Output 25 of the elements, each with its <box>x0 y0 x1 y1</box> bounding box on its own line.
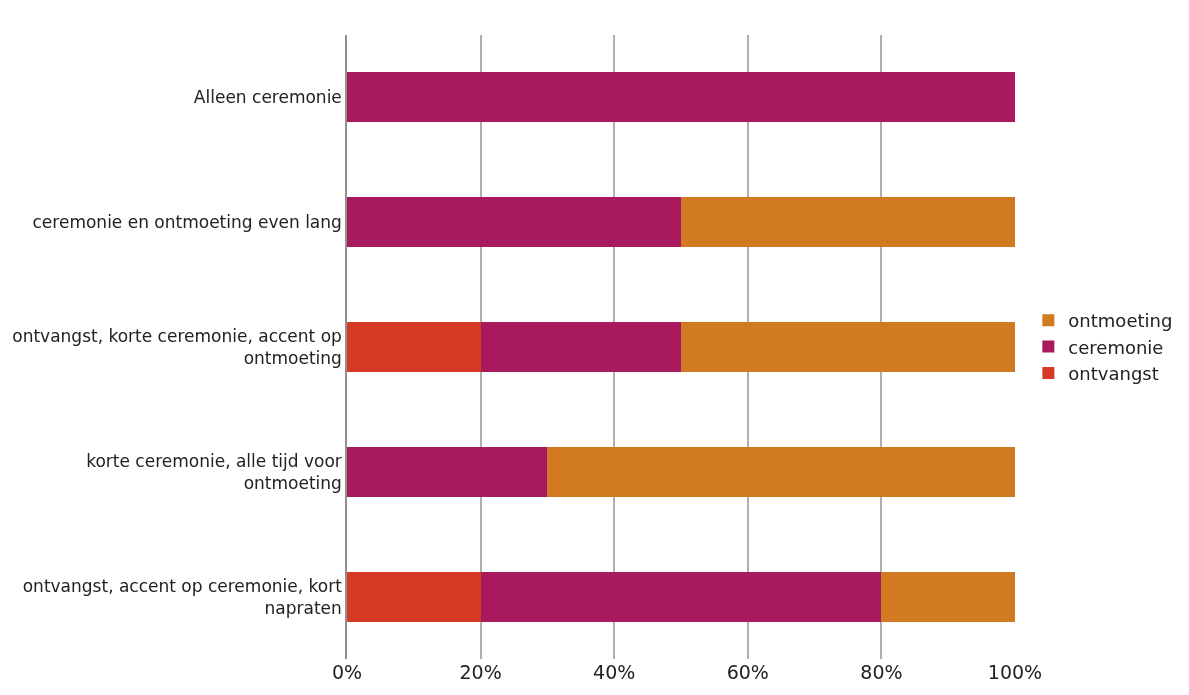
bar <box>347 72 1015 123</box>
legend-label: ceremonie <box>1068 336 1164 358</box>
x-tick-label: 100% <box>987 661 1043 683</box>
bar <box>347 571 481 622</box>
bar <box>547 446 1015 497</box>
bar <box>480 322 681 372</box>
x-tick-label: 60% <box>726 661 769 683</box>
bar <box>347 446 548 497</box>
legend-label: ontmoeting <box>1068 310 1173 332</box>
y-tick-label: ontvangst, korte ceremonie, accent op ontmoeting <box>12 325 342 368</box>
bar <box>347 322 481 372</box>
bar <box>347 197 681 248</box>
x-tick-label: 40% <box>593 661 636 683</box>
y-tick-label: ceremonie en ontmoeting even lang <box>32 212 342 233</box>
y-tick-label: korte ceremonie, alle tijd voor ontmoeting <box>86 450 342 493</box>
legend-label: ontvangst <box>1068 363 1159 385</box>
x-tick-label: 20% <box>459 661 502 683</box>
bar <box>681 322 1015 372</box>
bar <box>480 571 882 622</box>
y-tick-label: Alleen ceremonie <box>193 87 342 108</box>
x-tick-label: 0% <box>331 661 363 683</box>
bar <box>881 571 1015 622</box>
bar <box>681 197 1015 248</box>
y-tick-label: ontvangst, accent op ceremonie, kort napraten <box>22 575 343 618</box>
x-tick-label: 80% <box>860 661 903 683</box>
